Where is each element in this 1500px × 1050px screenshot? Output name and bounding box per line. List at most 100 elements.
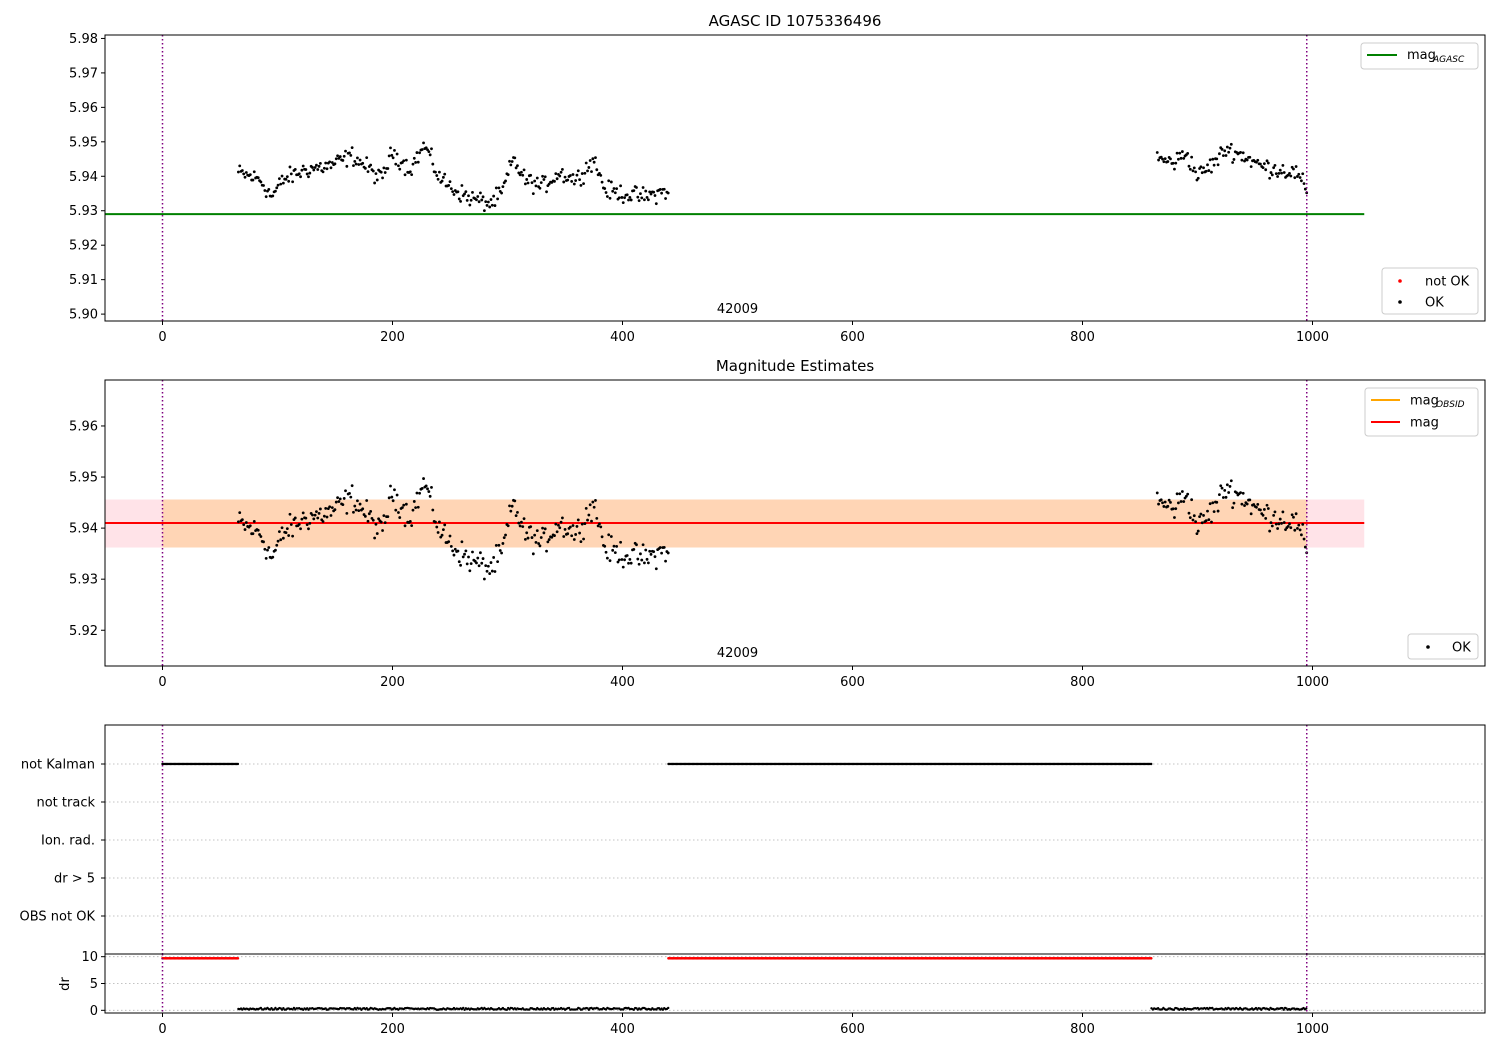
- panel2-point: [526, 536, 530, 540]
- panel2-point: [352, 510, 355, 514]
- panel1-point: [621, 201, 625, 204]
- panel1-point: [428, 153, 432, 157]
- panel2-point: [1272, 513, 1276, 517]
- panel2-point: [344, 489, 347, 493]
- panel2-point: [595, 516, 599, 520]
- panel2-point: [263, 547, 267, 551]
- panel1-point: [263, 189, 267, 192]
- panel1-point: [410, 173, 414, 177]
- panel2-point: [488, 572, 492, 575]
- panel1-ytick-label: 5.94: [69, 170, 98, 185]
- panel1-point: [338, 155, 342, 158]
- panel2-point: [1194, 520, 1198, 524]
- panel2-point: [330, 506, 334, 510]
- panel2-point: [537, 542, 541, 545]
- panel2-point: [475, 561, 478, 565]
- panel2-point: [652, 550, 656, 554]
- panel1-point: [430, 147, 433, 151]
- panel2-point: [570, 534, 574, 538]
- panel1-point: [271, 194, 275, 198]
- panel1-point: [508, 159, 511, 163]
- panel1-point: [456, 190, 460, 194]
- panel1-point: [293, 168, 297, 171]
- panel2-point: [434, 520, 437, 524]
- panel1-point: [1191, 169, 1195, 173]
- panel1-point: [561, 168, 564, 171]
- panel1-ytick-label: 5.96: [69, 101, 98, 116]
- panel2-point: [640, 558, 644, 562]
- panel1-point: [373, 181, 377, 185]
- not-kalman-point: [1150, 762, 1153, 766]
- panel2-point: [312, 517, 316, 521]
- panel1-point: [1293, 176, 1297, 180]
- panel1-point: [467, 194, 470, 198]
- panel2-point: [1277, 522, 1281, 526]
- panel1-point: [480, 198, 484, 202]
- panel2-point: [632, 547, 636, 551]
- panel2-point: [1290, 513, 1294, 517]
- panel1-point: [274, 189, 277, 193]
- panel1-point: [639, 192, 642, 196]
- panel2-point: [1177, 501, 1180, 505]
- panel1-point: [1196, 176, 1200, 180]
- panel1-point: [554, 172, 558, 176]
- magnitude-panel-agasc: AGASC ID 1075336496 42009 0 200 400 600 800 100…: [69, 12, 1486, 345]
- panel1-xtick-label: 600: [840, 330, 865, 345]
- panel2-point: [382, 514, 386, 518]
- panel1-point: [408, 170, 412, 174]
- panel1-point: [352, 164, 355, 167]
- panel2-point: [456, 549, 460, 553]
- panel2-point: [468, 569, 472, 573]
- panel2-point: [275, 543, 279, 547]
- panel1-point: [612, 187, 616, 190]
- panel1-point: [242, 172, 246, 176]
- panel1-point: [1269, 171, 1273, 174]
- panel2-point: [1282, 521, 1286, 524]
- panel2-point: [609, 535, 613, 538]
- panel2-point: [574, 533, 578, 536]
- legend-mag-label: mag: [1410, 416, 1439, 431]
- panel2-point: [575, 525, 579, 528]
- panel2-point: [418, 491, 421, 495]
- panel2-point: [513, 499, 517, 503]
- panel2-point: [469, 562, 473, 566]
- panel1-point: [562, 180, 566, 184]
- legend-mag-agasc-sub: AGASC: [1432, 55, 1465, 65]
- panel1-point: [412, 156, 416, 160]
- panel2-point: [467, 555, 470, 559]
- panel2-point: [615, 544, 619, 548]
- panel1-point: [395, 152, 399, 156]
- panel1-point: [415, 151, 419, 154]
- panel2-point: [510, 504, 514, 508]
- panel1-point: [299, 175, 302, 179]
- panel1-point: [1231, 161, 1235, 164]
- panel1-xtick-label: 800: [1070, 330, 1095, 345]
- panel1-point: [1241, 151, 1245, 155]
- panel2-point: [267, 546, 271, 549]
- panel2-point: [619, 540, 623, 544]
- panel1-point: [321, 170, 325, 174]
- panel1-point: [1228, 146, 1232, 150]
- panel1-point: [1298, 176, 1302, 179]
- panel2-point: [1198, 515, 1201, 519]
- panel1-point: [1182, 156, 1186, 160]
- panel1-ytick-label: 5.93: [69, 204, 98, 219]
- panel2-point: [516, 510, 519, 514]
- panel1-point: [418, 151, 421, 155]
- panel1-point: [469, 198, 473, 202]
- panel1-point: [629, 198, 633, 202]
- panel1-point: [636, 195, 640, 199]
- panel1-point: [1186, 151, 1190, 155]
- panel1-point: [259, 180, 263, 184]
- panel1-point: [1272, 166, 1276, 170]
- panel2-point: [1178, 492, 1182, 496]
- panel2-point: [439, 535, 443, 539]
- panel1-point: [1210, 170, 1213, 174]
- panel2-point: [666, 551, 670, 555]
- panel2-point: [465, 562, 469, 566]
- panel2-point: [374, 522, 378, 526]
- panel2-point: [1255, 505, 1258, 509]
- panel1-point: [316, 168, 320, 171]
- flags-panel: not Kalman not track Ion. rad. dr > 5 OBS no…: [20, 724, 1486, 955]
- panel1-point: [422, 141, 425, 145]
